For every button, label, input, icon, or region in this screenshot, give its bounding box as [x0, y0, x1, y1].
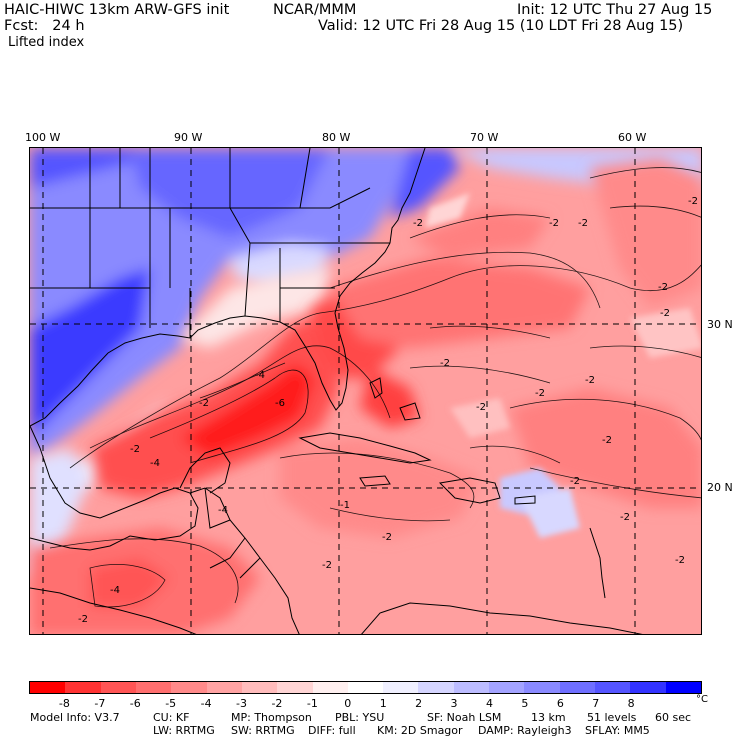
colorbar-swatch [453, 682, 490, 693]
contour-label: -2 [440, 358, 450, 369]
graticule [30, 148, 701, 634]
colorbar-swatch [489, 682, 525, 693]
colorbar-tick-label: -8 [58, 697, 70, 710]
contour-label: -2 [602, 435, 612, 446]
damping-option: DAMP: Rayleigh3 [478, 724, 572, 737]
contour-label: -2 [549, 218, 559, 229]
contour-label: -4 [218, 505, 228, 516]
forecast-hour: Fcst: 24 h [4, 18, 85, 34]
time-step: 60 sec [655, 711, 692, 724]
surface-scheme: SF: Noah LSM [427, 711, 502, 724]
colorbar-unit: °C [696, 694, 708, 705]
contour-label: -2 [585, 375, 595, 386]
lat-label-20n: 20 N [707, 481, 733, 494]
contour-label: -2 [620, 512, 630, 523]
colorbar-tick-label: -2 [271, 697, 283, 710]
colorbar [29, 681, 702, 694]
colorbar-tick-label: -1 [306, 697, 318, 710]
km-option: KM: 2D Smagor [377, 724, 463, 737]
colorbar-swatch [559, 682, 595, 693]
colorbar-tick-label: 3 [450, 697, 458, 710]
colorbar-swatch [135, 682, 172, 693]
contour-label: -2 [199, 398, 209, 409]
contour-label: -2 [570, 476, 580, 487]
valid-time: Valid: 12 UTC Fri 28 Aug 15 (10 LDT Fri … [318, 18, 684, 34]
lon-label-80w: 80 W [322, 131, 351, 144]
colorbar-swatch [524, 682, 560, 693]
contour-label: -2 [382, 532, 392, 543]
model-info: Model Info: V3.7 [30, 711, 120, 724]
colorbar-swatch [383, 682, 419, 693]
contour-lines [49, 167, 701, 608]
colorbar-tick-label: 0 [344, 697, 352, 710]
colorbar-swatch [171, 682, 207, 693]
colorbar-tick-label: 4 [485, 697, 493, 710]
contour-label: -4 [110, 585, 120, 596]
contour-label: -2 [535, 388, 545, 399]
org-label: NCAR/MMM [273, 2, 357, 18]
colorbar-tick-label: -3 [236, 697, 247, 710]
shortwave-scheme: SW: RRTMG [231, 724, 295, 737]
longwave-scheme: LW: RRTMG [153, 724, 215, 737]
contour-label-layer: -2 -2 -2 -2 -2 -2 -1 -2 -2 -2 -2 -2 -2 -… [78, 196, 698, 625]
colorbar-swatch [312, 682, 348, 693]
lat-label-30n: 30 N [707, 318, 733, 331]
colorbar-swatch [347, 682, 384, 693]
colorbar-swatch [595, 682, 631, 693]
colorbar-swatch [277, 682, 313, 693]
lon-label-60w: 60 W [618, 131, 647, 144]
colorbar-swatch [241, 682, 278, 693]
colorbar-tick-label: 6 [556, 697, 564, 710]
contour-label: -1 [340, 500, 350, 511]
microphysics-scheme: MP: Thompson [231, 711, 312, 724]
colorbar-tick-label: 7 [592, 697, 600, 710]
colorbar-tick-label: 5 [521, 697, 529, 710]
colorbar-swatch [65, 682, 101, 693]
lifted-index-map: -2 -2 -2 -2 -2 -2 -1 -2 -2 -2 -2 -2 -2 -… [29, 147, 702, 635]
cumulus-scheme: CU: KF [153, 711, 190, 724]
field-name: Lifted index [8, 35, 85, 50]
colorbar-swatch [630, 682, 666, 693]
colorbar-swatch [100, 682, 136, 693]
surface-layer-option: SFLAY: MM5 [585, 724, 650, 737]
colorbar-swatch [418, 682, 454, 693]
colorbar-tick-label: 2 [415, 697, 423, 710]
colorbar-tick-label: 1 [379, 697, 387, 710]
lon-label-90w: 90 W [174, 131, 203, 144]
pbl-scheme: PBL: YSU [335, 711, 385, 724]
stable-region-layer [30, 148, 701, 458]
contour-label: -2 [476, 402, 486, 413]
colorbar-tick-label: -5 [165, 697, 177, 710]
lon-label-100w: 100 W [25, 131, 61, 144]
contour-label: -2 [660, 308, 670, 319]
colorbar-tick-label: -6 [129, 697, 141, 710]
vertical-levels: 51 levels [587, 711, 637, 724]
contour-label: -2 [578, 218, 588, 229]
contour-label: -4 [150, 458, 160, 469]
init-time: Init: 12 UTC Thu 27 Aug 15 [517, 2, 713, 18]
contour-label: -2 [78, 614, 88, 625]
contour-label: -4 [255, 370, 265, 381]
contour-label: -2 [688, 196, 698, 207]
colorbar-tick-label: -4 [200, 697, 212, 710]
grid-spacing: 13 km [531, 711, 566, 724]
contour-label: -2 [658, 282, 668, 293]
lon-label-70w: 70 W [470, 131, 499, 144]
model-title: HAIC-HIWC 13km ARW-GFS init [4, 2, 230, 18]
contour-label: -2 [130, 444, 140, 455]
diffusion-option: DIFF: full [308, 724, 356, 737]
contour-label: -2 [322, 560, 332, 571]
coastlines [30, 148, 643, 634]
contour-label: -6 [275, 398, 285, 409]
colorbar-swatch [30, 682, 66, 693]
contour-label: -2 [413, 218, 423, 229]
unstable-core-layer [30, 158, 701, 634]
contour-label: -2 [675, 555, 685, 566]
colorbar-tick-label: 8 [627, 697, 635, 710]
colorbar-tick-label: -7 [94, 697, 106, 710]
colorbar-swatch [665, 682, 701, 693]
colorbar-swatch [206, 682, 242, 693]
